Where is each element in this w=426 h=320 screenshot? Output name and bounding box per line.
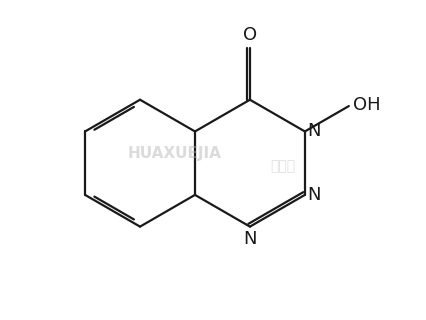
Text: OH: OH xyxy=(353,96,380,114)
Text: N: N xyxy=(307,123,320,140)
Text: 化学加: 化学加 xyxy=(270,159,295,173)
Text: N: N xyxy=(307,186,320,204)
Text: HUAXUEJIA: HUAXUEJIA xyxy=(128,146,222,161)
Text: O: O xyxy=(243,26,257,44)
Text: N: N xyxy=(243,230,257,248)
